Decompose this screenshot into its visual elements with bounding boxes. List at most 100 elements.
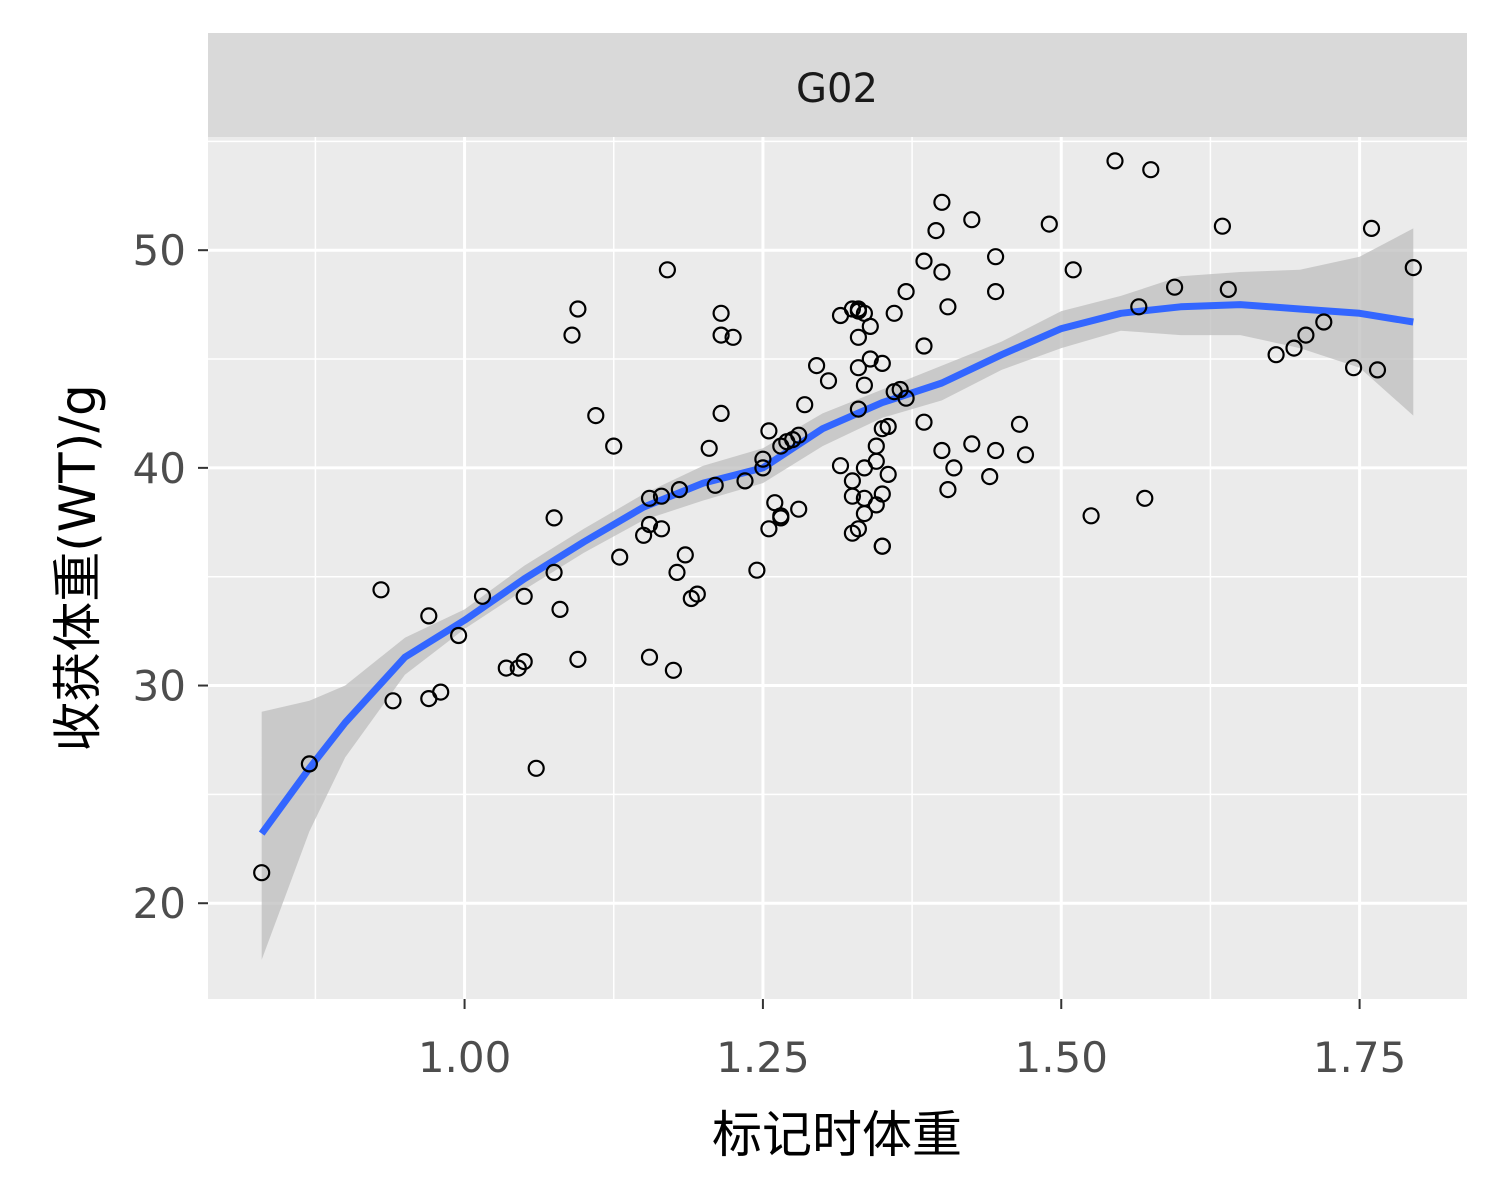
data-point: [879, 417, 897, 436]
data-point: [712, 404, 730, 422]
data-point: [652, 520, 671, 538]
facet-strip: [208, 33, 1467, 137]
data-point: [384, 692, 402, 710]
data-point: [849, 359, 868, 377]
data-point: [640, 515, 659, 534]
y-tick-label: 50: [133, 226, 186, 275]
data-point: [849, 400, 868, 418]
data-point: [879, 465, 897, 483]
y-tick-label: 40: [133, 444, 186, 493]
data-point: [658, 261, 677, 279]
data-point: [1404, 259, 1422, 277]
data-point: [676, 546, 694, 564]
y-tick-label: 30: [133, 662, 186, 711]
data-point: [706, 476, 724, 494]
data-point: [1285, 339, 1303, 357]
data-point: [712, 326, 730, 344]
data-point: [473, 587, 492, 605]
data-point: [668, 563, 686, 582]
points-layer: [253, 152, 1422, 882]
data-point: [963, 211, 981, 229]
data-point: [885, 304, 903, 322]
data-point: [700, 439, 718, 457]
data-point: [527, 759, 545, 777]
data-point: [790, 426, 808, 444]
data-point: [1106, 152, 1124, 170]
data-point: [1315, 313, 1333, 331]
data-point: [515, 652, 533, 671]
data-point: [807, 357, 826, 375]
data-point: [569, 650, 587, 669]
data-point: [772, 509, 790, 527]
data-point: [545, 563, 563, 582]
data-point: [640, 489, 659, 507]
data-point: [849, 328, 868, 346]
data-point: [712, 304, 730, 322]
data-point: [897, 283, 915, 301]
data-point: [849, 520, 868, 538]
data-point: [587, 407, 605, 425]
data-point: [372, 581, 390, 599]
grid-major: [208, 137, 1467, 999]
data-point: [563, 326, 581, 344]
data-point: [986, 248, 1005, 266]
data-point: [986, 283, 1005, 301]
data-point: [933, 263, 951, 281]
data-point: [664, 661, 683, 679]
data-point: [611, 548, 629, 566]
data-point: [933, 193, 951, 211]
data-point: [861, 350, 879, 368]
data-point: [1040, 215, 1058, 233]
data-point: [754, 459, 772, 477]
data-point: [819, 372, 838, 390]
data-point: [861, 317, 879, 335]
confidence-band-layer: [261, 228, 1414, 960]
data-point: [569, 300, 587, 318]
data-point: [515, 587, 533, 605]
data-point: [1016, 446, 1035, 464]
data-point: [1082, 507, 1100, 525]
data-point: [843, 487, 862, 505]
data-point: [760, 422, 778, 440]
data-point: [736, 472, 754, 490]
data-point: [939, 298, 957, 316]
y-tick-label: 20: [133, 879, 186, 928]
data-point: [963, 435, 981, 453]
data-point: [1297, 326, 1315, 344]
data-point: [748, 561, 766, 579]
data-point: [670, 481, 689, 499]
data-point: [831, 457, 850, 475]
data-point: [927, 222, 945, 240]
data-point: [497, 659, 515, 677]
data-point: [688, 585, 706, 603]
x-tick-label: 1.00: [418, 1033, 512, 1082]
data-point: [724, 328, 742, 346]
data-point: [915, 413, 933, 431]
y-axis-title: 收获体重(WT)/g: [49, 384, 107, 752]
data-point: [605, 437, 623, 455]
confidence-band: [261, 228, 1414, 960]
data-point: [760, 520, 778, 538]
data-point: [545, 509, 563, 527]
data-point: [981, 468, 999, 486]
data-point: [867, 452, 885, 470]
x-axis: 1.00 1.25 1.50 1.75: [418, 999, 1406, 1082]
x-tick-label: 1.25: [716, 1033, 810, 1082]
data-point: [253, 864, 271, 882]
data-point: [1362, 219, 1381, 237]
data-point: [897, 389, 915, 407]
data-point: [1368, 361, 1387, 379]
data-point: [300, 755, 318, 773]
data-point: [986, 441, 1005, 460]
grid-minor: [208, 137, 1467, 999]
panel-background: [208, 137, 1467, 999]
data-point: [1267, 346, 1285, 364]
data-point: [873, 485, 891, 503]
data-point: [855, 376, 874, 394]
data-point: [790, 500, 808, 518]
data-point: [855, 504, 874, 523]
data-point: [1213, 217, 1232, 235]
data-point: [796, 396, 814, 414]
data-point: [640, 648, 659, 666]
data-point: [1136, 489, 1154, 507]
